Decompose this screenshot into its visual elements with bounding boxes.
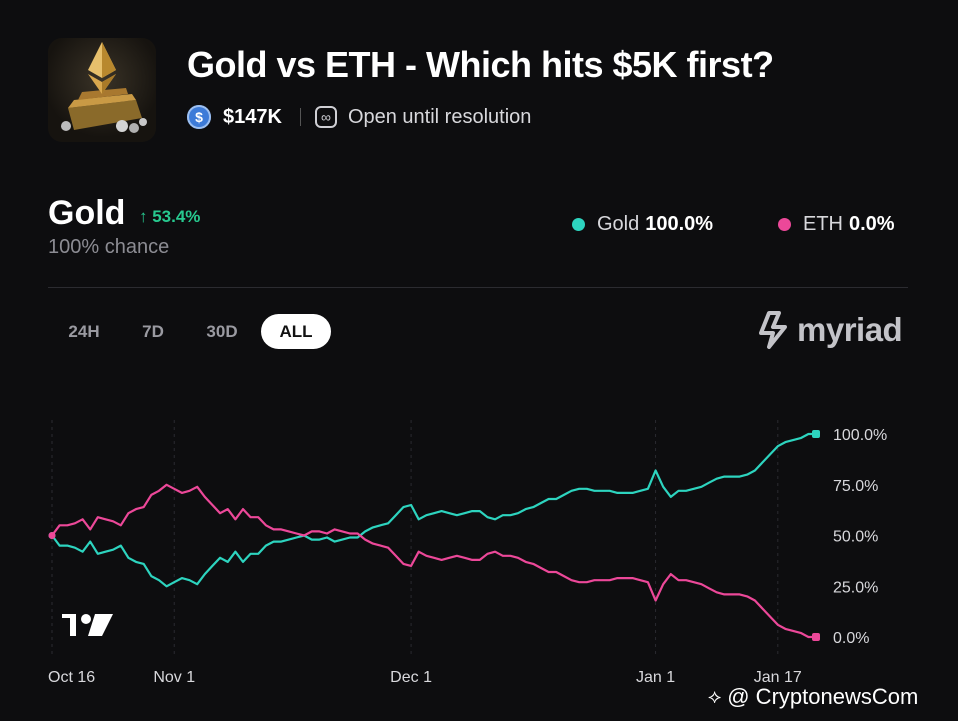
- watermark: ⟡ @ CryptonewsCom: [708, 684, 918, 710]
- x-tick-label: Dec 1: [390, 669, 432, 686]
- series-end-marker-eth: [812, 633, 820, 641]
- market-title: Gold vs ETH - Which hits $5K first?: [187, 44, 774, 85]
- divider: [48, 287, 908, 288]
- tab-7d[interactable]: 7D: [142, 322, 164, 341]
- resolution-status: Open until resolution: [347, 105, 532, 128]
- legend-item-eth[interactable]: ETH 0.0%: [778, 213, 895, 236]
- y-tick-label: 50.0%: [833, 529, 878, 546]
- tab-all[interactable]: ALL: [261, 314, 331, 349]
- tab-30d[interactable]: 30D: [206, 322, 238, 341]
- tradingview-logo: [62, 614, 113, 636]
- outcome-change: ↑ 53.4%: [139, 207, 201, 226]
- y-tick-label: 100.0%: [833, 427, 887, 444]
- binance-square-icon: ⟡: [708, 685, 722, 708]
- market-thumbnail: [48, 38, 156, 142]
- x-tick-label: Oct 16: [48, 669, 95, 686]
- market-meta: $ $147K ∞ Open until resolution: [187, 103, 531, 131]
- series-line-gold: [51, 432, 816, 588]
- usdc-coin-icon: $: [187, 105, 211, 129]
- series-end-marker-gold: [812, 430, 820, 438]
- x-tick-label: Jan 17: [754, 669, 802, 686]
- x-tick-label: Jan 1: [636, 669, 675, 686]
- y-tick-label: 75.0%: [833, 478, 878, 495]
- meta-separator: [299, 108, 301, 126]
- outcome-chance: 100% chance: [48, 236, 170, 258]
- infinity-icon: ∞: [314, 106, 337, 128]
- x-tick-label: Nov 1: [153, 669, 195, 686]
- watermark-text: @ CryptonewsCom: [727, 684, 919, 709]
- volume-value: $147K: [223, 105, 282, 128]
- outcome-name: Gold: [48, 194, 126, 232]
- series-start-marker-eth: [48, 532, 56, 539]
- series-line-eth: [51, 483, 816, 639]
- gold-eth-image: [61, 42, 147, 133]
- tab-24h[interactable]: 24H: [68, 322, 100, 341]
- y-tick-label: 25.0%: [833, 579, 878, 596]
- legend-label: ETH: [803, 213, 843, 235]
- brand-name: myriad: [797, 311, 903, 348]
- legend-value: 100.0%: [645, 213, 714, 235]
- legend-label: Gold: [597, 213, 640, 235]
- legend-dot-icon: [778, 218, 791, 231]
- myriad-bolt-icon: [759, 311, 787, 349]
- myriad-logo: myriad: [757, 311, 903, 349]
- y-tick-label: 0.0%: [833, 630, 869, 647]
- legend-item-gold[interactable]: Gold 100.0%: [572, 213, 713, 236]
- legend-value: 0.0%: [849, 213, 895, 235]
- probability-chart: 100.0% 75.0% 50.0% 25.0% 0.0% Oct 16 Nov 1 Dec…: [48, 420, 887, 686]
- legend-dot-icon: [572, 218, 585, 231]
